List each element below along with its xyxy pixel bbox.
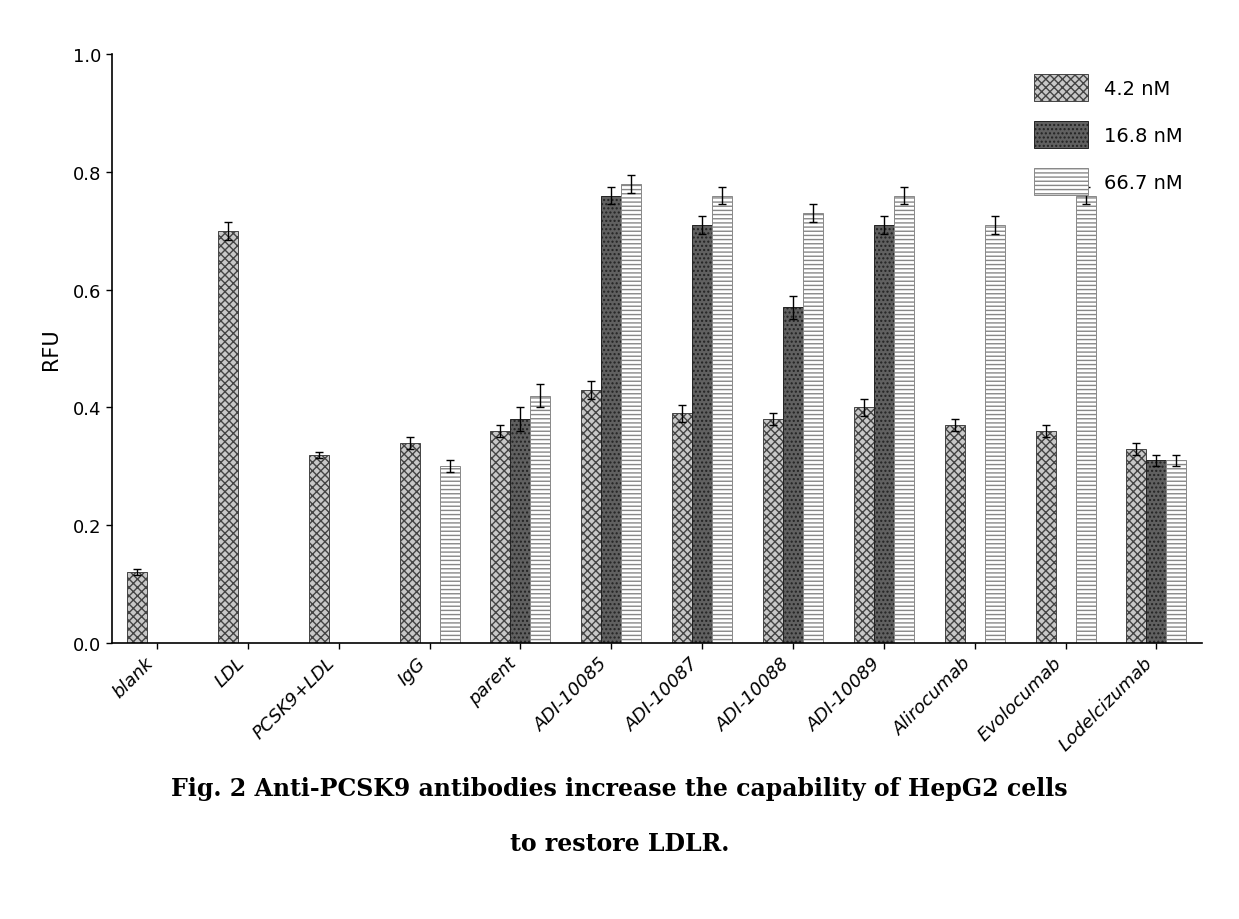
Bar bbox=[218, 232, 238, 643]
Bar bbox=[763, 420, 783, 643]
Legend: 4.2 nM, 16.8 nM, 66.7 nM: 4.2 nM, 16.8 nM, 66.7 nM bbox=[1025, 65, 1192, 206]
Y-axis label: RFU: RFU bbox=[41, 328, 62, 370]
Bar bbox=[1126, 449, 1146, 643]
Bar bbox=[491, 432, 510, 643]
Bar bbox=[621, 185, 642, 643]
Bar bbox=[1036, 432, 1056, 643]
Bar bbox=[309, 455, 328, 643]
Bar bbox=[581, 391, 601, 643]
Bar bbox=[803, 214, 823, 643]
Bar bbox=[672, 414, 693, 643]
Bar bbox=[1146, 461, 1166, 643]
Bar bbox=[712, 197, 732, 643]
Bar bbox=[873, 226, 893, 643]
Bar bbox=[783, 308, 803, 643]
Bar bbox=[601, 197, 621, 643]
Bar bbox=[944, 425, 965, 643]
Bar bbox=[893, 197, 914, 643]
Bar bbox=[1166, 461, 1187, 643]
Bar bbox=[440, 467, 460, 643]
Text: to restore LDLR.: to restore LDLR. bbox=[509, 831, 730, 855]
Bar bbox=[530, 396, 550, 643]
Bar bbox=[693, 226, 712, 643]
Bar bbox=[126, 573, 147, 643]
Bar bbox=[399, 443, 420, 643]
Bar bbox=[854, 408, 873, 643]
Bar bbox=[510, 420, 530, 643]
Bar bbox=[1075, 197, 1095, 643]
Bar bbox=[985, 226, 1005, 643]
Text: Fig. 2 Anti-PCSK9 antibodies increase the capability of HepG2 cells: Fig. 2 Anti-PCSK9 antibodies increase th… bbox=[171, 776, 1068, 800]
